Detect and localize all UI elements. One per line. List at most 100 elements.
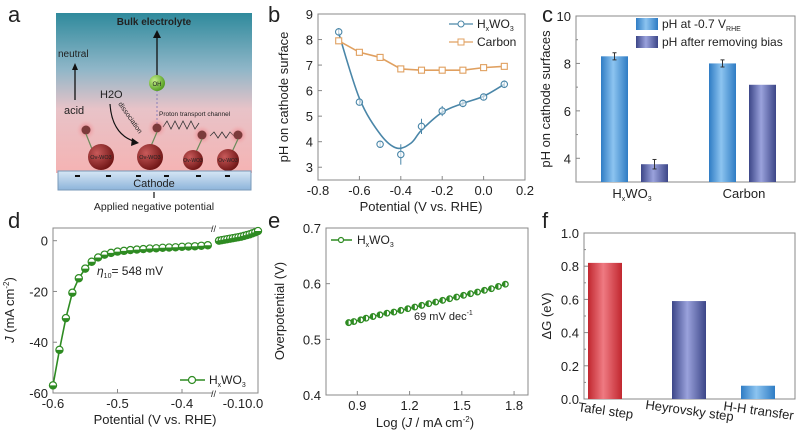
bar-carbon-1 bbox=[749, 84, 776, 182]
oh-label: OH bbox=[153, 82, 162, 88]
chart-b-xlabel: Potential (V vs. RHE) bbox=[360, 199, 483, 214]
y-tick-label: 1.0 bbox=[561, 226, 579, 241]
data-point bbox=[87, 257, 96, 266]
x-tick-label: 0.9 bbox=[348, 398, 366, 413]
marker-half bbox=[75, 278, 83, 282]
y-tick-label: 10 bbox=[557, 9, 571, 24]
x-tick-label: -0.10.0 bbox=[223, 396, 263, 411]
data-point bbox=[61, 313, 71, 323]
chart-e-legend: HxWO3 bbox=[331, 233, 394, 249]
marker-half bbox=[197, 245, 205, 250]
chart-e-frame bbox=[325, 227, 529, 396]
marker-half bbox=[412, 304, 415, 310]
marker-half bbox=[127, 250, 134, 254]
data-point bbox=[345, 319, 353, 327]
proton-h-3 bbox=[192, 125, 212, 153]
bar-tafel-step bbox=[588, 262, 622, 399]
data-point bbox=[376, 140, 384, 148]
marker-half bbox=[433, 299, 436, 305]
data-point bbox=[438, 107, 446, 115]
data-point bbox=[479, 93, 488, 101]
y-tick-label: -60 bbox=[29, 386, 48, 401]
y-tick-label: 0.4 bbox=[303, 388, 321, 403]
bar-h-h-transfer bbox=[741, 385, 775, 399]
data-point bbox=[253, 226, 263, 236]
marker-half bbox=[152, 248, 160, 252]
data-point bbox=[100, 250, 109, 259]
chart-e-xlabel: Log (J / mA cm-2) bbox=[376, 415, 474, 430]
data-point bbox=[459, 99, 467, 108]
marker-half bbox=[384, 310, 387, 316]
marker-half bbox=[346, 320, 349, 326]
axis-break-mask bbox=[213, 225, 219, 396]
marker-half bbox=[178, 246, 186, 251]
axis-break-top: // bbox=[211, 224, 217, 234]
chart-f-ylabel: ΔG (eV) bbox=[539, 293, 554, 340]
applied-potential-label: Applied negative potential bbox=[94, 201, 214, 213]
marker-half bbox=[191, 246, 199, 250]
x-tick-label: -0.4 bbox=[171, 396, 193, 411]
data-point bbox=[68, 288, 77, 297]
y-tick-label: 6 bbox=[564, 104, 571, 119]
marker-half bbox=[172, 247, 179, 251]
y-tick-label: 8 bbox=[306, 33, 313, 48]
x-tick-label: Tafel step bbox=[577, 399, 634, 422]
data-point bbox=[390, 308, 398, 316]
chart-d-ylabel: J (mA cm-2) bbox=[2, 277, 17, 344]
y-tick-label: 0.6 bbox=[561, 292, 579, 307]
y-tick-label: 0.8 bbox=[561, 259, 579, 274]
y-tick-label: 0.7 bbox=[303, 221, 321, 236]
oh-arrow-head bbox=[153, 30, 161, 38]
bar-heyrovsky-step bbox=[672, 301, 706, 399]
data-point bbox=[355, 48, 363, 56]
marker-half bbox=[481, 287, 485, 293]
legend-label-hxwo3: HxWO3 bbox=[477, 17, 514, 33]
data-point bbox=[81, 264, 90, 273]
marker-half bbox=[502, 281, 506, 287]
neutral-label: neutral bbox=[58, 49, 89, 60]
x-tick-label: 0.0 bbox=[475, 183, 493, 198]
x-tick-label: 1.5 bbox=[453, 398, 471, 413]
chart-d-frame bbox=[52, 227, 259, 394]
data-point bbox=[190, 242, 200, 251]
data-point bbox=[145, 244, 154, 253]
data-point bbox=[481, 286, 488, 294]
data-point bbox=[397, 65, 405, 73]
marker-half bbox=[488, 286, 492, 292]
marker-half bbox=[419, 302, 422, 308]
y-tick-label: 4 bbox=[306, 135, 313, 150]
data-point bbox=[397, 150, 405, 159]
chart-c-legend: pH at -0.7 VRHE pH after removing bias bbox=[636, 17, 783, 49]
schematic-panel: Bulk electrolyte neutral acid H2O dissoc… bbox=[56, 13, 252, 213]
data-point bbox=[459, 66, 467, 74]
data-point bbox=[158, 243, 167, 252]
data-point bbox=[425, 300, 433, 308]
marker-half bbox=[114, 251, 121, 256]
svg-text:Ov-WO3: Ov-WO3 bbox=[90, 155, 111, 161]
data-point bbox=[500, 62, 508, 70]
cathode-label: Cathode bbox=[133, 178, 175, 190]
bar-hxwo3-1 bbox=[641, 164, 668, 182]
chart-d-xlabel: Potential (V vs. RHE) bbox=[94, 412, 217, 427]
y-tick-label: 9 bbox=[306, 7, 313, 22]
data-point bbox=[93, 253, 103, 262]
marker-half bbox=[377, 312, 380, 318]
data-point bbox=[404, 305, 412, 313]
x-tick-label: -0.4 bbox=[390, 183, 412, 198]
panel-label-d: d bbox=[8, 208, 20, 233]
chart-e: 0.9 1.2 1.5 1.8 0.4 0.5 0.6 0.7 69 mV dec-1 HxW… bbox=[272, 221, 529, 430]
svg-text:Ov-WO3: Ov-WO3 bbox=[183, 158, 203, 164]
acid-arrow-head bbox=[72, 63, 78, 70]
marker-half bbox=[454, 294, 457, 300]
y-tick-label: 0 bbox=[41, 234, 48, 249]
data-point bbox=[480, 64, 488, 72]
data-point bbox=[494, 283, 502, 290]
data-point bbox=[376, 311, 384, 319]
data-point bbox=[369, 313, 377, 320]
marker-half bbox=[440, 297, 443, 303]
data-point bbox=[334, 28, 343, 36]
data-point bbox=[417, 122, 426, 131]
legend-label-hxwo3-d: HxWO3 bbox=[209, 373, 246, 389]
data-point bbox=[171, 243, 180, 252]
